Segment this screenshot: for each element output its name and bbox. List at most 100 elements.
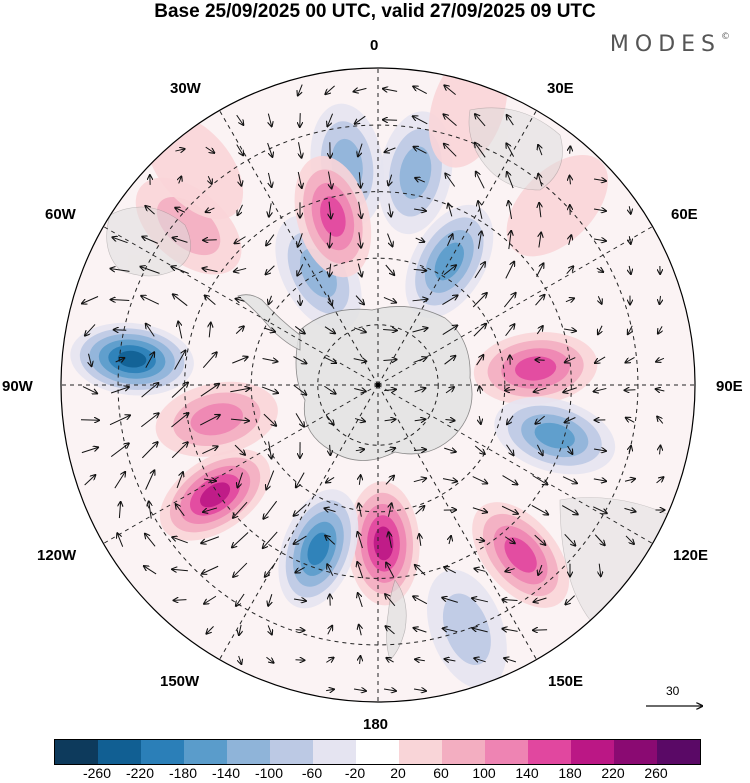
- wind-arrow: [235, 326, 244, 335]
- wind-arrow: [383, 297, 396, 302]
- wind-arrow: [117, 533, 124, 547]
- wind-arrow: [625, 535, 634, 544]
- wind-arrow: [263, 413, 276, 426]
- wind-arrow: [539, 203, 541, 218]
- colorbar-swatch: [227, 740, 270, 764]
- wind-arrow: [445, 174, 456, 187]
- wind-arrow: [593, 239, 606, 241]
- wind-arrow: [293, 599, 306, 601]
- wind-arrow: [595, 356, 606, 363]
- wind-arrow: [475, 114, 486, 127]
- wind-arrow: [531, 504, 548, 514]
- wind-arrow: [505, 262, 514, 279]
- wind-arrow: [598, 325, 602, 334]
- wind-arrow: [657, 417, 664, 424]
- lon-label-120w: 120W: [37, 547, 77, 564]
- anomaly-contour: [504, 537, 537, 573]
- colorbar-tick-label: -100: [254, 765, 284, 781]
- wind-arrow: [203, 479, 216, 481]
- lon-label-60w: 60W: [45, 206, 76, 223]
- wind-arrow: [599, 563, 601, 577]
- wind-arrow: [202, 352, 216, 368]
- wind-arrow: [564, 533, 576, 545]
- wind-arrow: [179, 177, 182, 184]
- colorbar-tick-label: -180: [168, 765, 198, 781]
- wind-arrow: [175, 149, 184, 151]
- colorbar-ticks: -260 -220 -180 -140 -100 -60 -20 20 60 100 140 180 2…: [0, 765, 750, 783]
- meridian-line: [219, 384, 379, 660]
- wind-arrow: [145, 534, 156, 547]
- wind-arrow: [359, 475, 360, 485]
- wind-arrow: [535, 360, 545, 361]
- antarctic-peninsula: [237, 294, 301, 351]
- wind-arrow: [565, 595, 575, 605]
- wind-arrow: [265, 562, 276, 577]
- colorbar-tick-label: -260: [82, 765, 112, 781]
- wind-arrow: [535, 415, 545, 424]
- anomaly-contour: [534, 422, 575, 449]
- wind-arrow: [628, 325, 632, 334]
- wind-arrow: [629, 206, 630, 214]
- wind-arrow: [385, 594, 396, 607]
- wind-arrow: [149, 501, 152, 519]
- wind-arrow: [266, 234, 275, 246]
- wind-arrow: [383, 89, 398, 92]
- wind-arrow: [326, 658, 333, 663]
- colorbar-swatch: [356, 740, 399, 764]
- colorbar-swatch: [485, 740, 528, 764]
- wind-arrow: [505, 390, 516, 391]
- wind-arrow: [298, 142, 301, 158]
- wind-arrow: [561, 505, 578, 515]
- wind-arrow: [532, 475, 548, 484]
- antarctica-landmass: [295, 306, 473, 461]
- wind-arrow: [414, 388, 426, 392]
- wind-arrow: [563, 387, 577, 393]
- wind-arrow: [358, 593, 363, 608]
- wind-arrow: [444, 85, 456, 96]
- wind-arrow: [295, 630, 305, 631]
- wind-arrow: [414, 419, 426, 421]
- wind-arrow: [504, 536, 515, 543]
- wind-arrow: [82, 386, 97, 394]
- wind-arrow: [268, 172, 271, 187]
- wind-arrow: [442, 479, 457, 482]
- wind-arrow: [263, 531, 278, 548]
- wind-arrow: [536, 326, 543, 335]
- wind-arrow: [141, 296, 160, 305]
- wind-arrow: [383, 330, 397, 331]
- wind-arrow: [208, 175, 212, 184]
- wind-arrow: [412, 328, 428, 333]
- wind-arrow: [171, 266, 189, 274]
- wind-arrow: [476, 355, 484, 366]
- wind-arrow: [444, 448, 456, 452]
- wind-arrow: [203, 507, 218, 512]
- wind-arrow: [475, 539, 484, 541]
- wind-arrow: [230, 388, 249, 393]
- wind-arrow: [202, 565, 219, 573]
- meridian-line: [103, 384, 379, 544]
- wind-arrow: [329, 263, 330, 277]
- south-pole-marker: [375, 382, 381, 388]
- lon-label-90w: 90W: [2, 378, 33, 395]
- wind-arrow: [266, 265, 275, 275]
- colorbar-tick-label: -140: [211, 765, 241, 781]
- wind-arrow: [415, 659, 425, 660]
- wind-arrow: [268, 594, 272, 606]
- wind-arrow: [539, 233, 541, 248]
- wind-arrow: [414, 450, 426, 451]
- anomaly-contour: [200, 482, 231, 508]
- wind-arrow: [594, 388, 607, 391]
- wind-arrow: [474, 262, 485, 279]
- wind-arrow: [171, 382, 188, 398]
- wind-arrow: [206, 208, 215, 212]
- wind-arrow: [503, 293, 515, 308]
- wind-arrow: [448, 204, 452, 217]
- wind-arrow: [239, 624, 241, 635]
- colorbar-tick-label: 140: [515, 765, 539, 781]
- colorbar-swatch: [657, 740, 700, 764]
- wind-arrow: [233, 562, 248, 577]
- wind-arrow: [442, 295, 457, 306]
- wind-arrow: [328, 626, 332, 635]
- wind-arrow: [509, 231, 511, 250]
- wind-arrow: [445, 419, 454, 420]
